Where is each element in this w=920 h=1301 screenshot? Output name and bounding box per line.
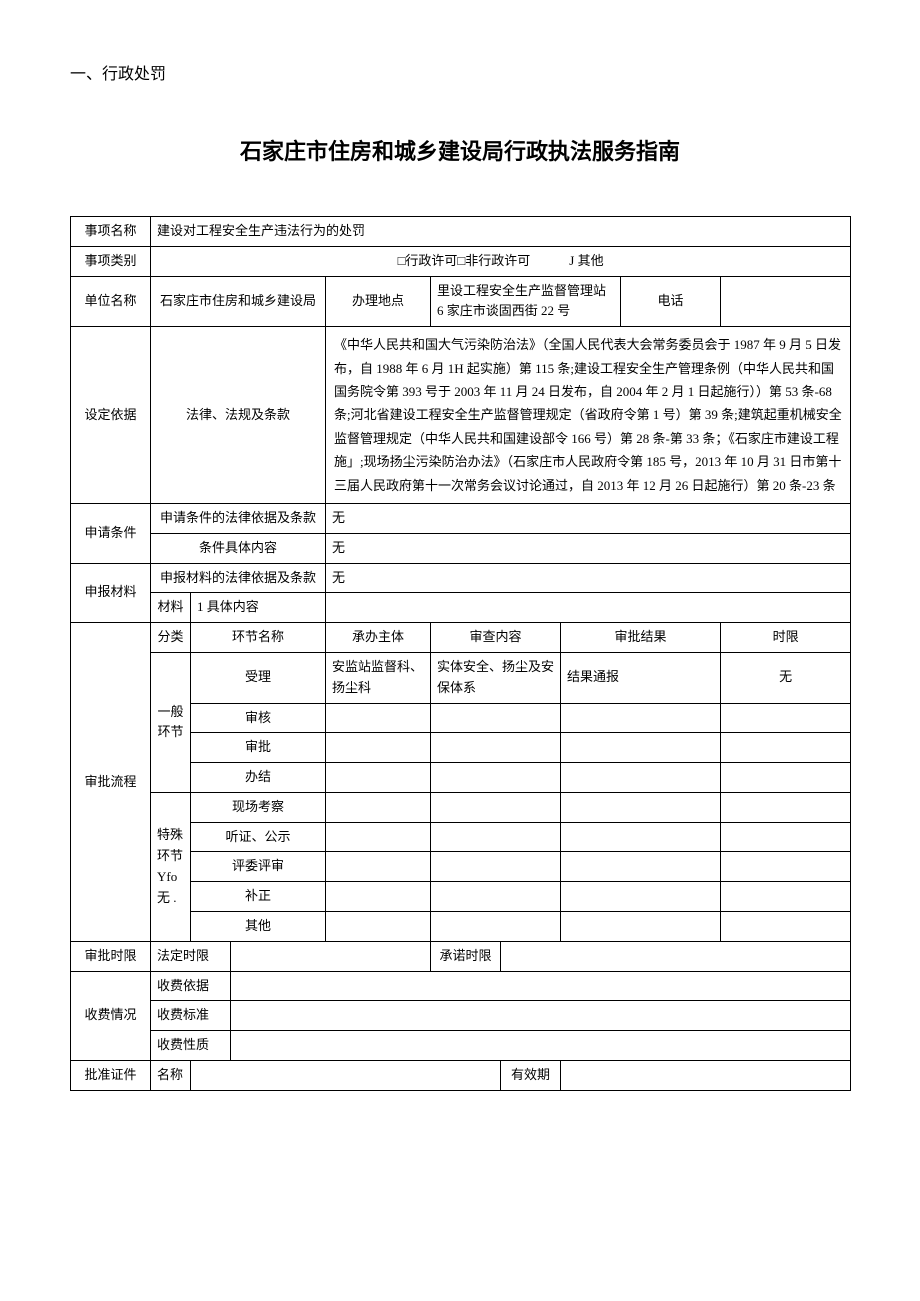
apply-mat-label: 申报材料 bbox=[71, 563, 151, 623]
phone-label: 电话 bbox=[621, 276, 721, 327]
table-cell bbox=[326, 703, 431, 733]
flow-label: 审批流程 bbox=[71, 623, 151, 942]
flow-r6-name: 听证、公示 bbox=[191, 822, 326, 852]
fee-sub2: 收费标准 bbox=[151, 1001, 231, 1031]
section-header: 一、行政处罚 bbox=[70, 60, 850, 84]
table-cell bbox=[326, 882, 431, 912]
table-cell bbox=[431, 912, 561, 942]
approval-time-label: 审批时限 bbox=[71, 941, 151, 971]
apply-mat-sub2b: 1 具体内容 bbox=[191, 593, 326, 623]
apply-mat-sub1: 申报材料的法律依据及条款 bbox=[151, 563, 326, 593]
flow-h2: 环节名称 bbox=[191, 623, 326, 653]
phone-value bbox=[721, 276, 851, 327]
table-cell bbox=[326, 912, 431, 942]
table-cell bbox=[721, 763, 851, 793]
table-cell bbox=[431, 822, 561, 852]
cert-sub1: 名称 bbox=[151, 1061, 191, 1091]
table-cell bbox=[561, 882, 721, 912]
fee-label: 收费情况 bbox=[71, 971, 151, 1060]
apply-cond-val2: 无 bbox=[326, 533, 851, 563]
item-type-label: 事项类别 bbox=[71, 246, 151, 276]
flow-r7-name: 评委评审 bbox=[191, 852, 326, 882]
table-cell bbox=[431, 703, 561, 733]
flow-r1-name: 受理 bbox=[191, 652, 326, 703]
table-cell bbox=[561, 912, 721, 942]
table-cell bbox=[721, 822, 851, 852]
flow-r1-result: 结果通报 bbox=[561, 652, 721, 703]
handle-place-label: 办理地点 bbox=[326, 276, 431, 327]
main-table: 事项名称 建设对工程安全生产违法行为的处罚 事项类别 □行政许可□非行政许可 J… bbox=[70, 216, 851, 1091]
table-cell bbox=[721, 852, 851, 882]
table-cell bbox=[231, 971, 851, 1001]
flow-cat2: 特殊环节 Yfo 无 . bbox=[151, 792, 191, 941]
apply-cond-label: 申请条件 bbox=[71, 503, 151, 563]
flow-r8-name: 补正 bbox=[191, 882, 326, 912]
table-cell bbox=[231, 1031, 851, 1061]
table-cell bbox=[561, 763, 721, 793]
table-cell bbox=[721, 912, 851, 942]
table-cell bbox=[721, 792, 851, 822]
flow-r4-name: 办结 bbox=[191, 763, 326, 793]
flow-r1-body: 安监站监督科、扬尘科 bbox=[326, 652, 431, 703]
table-cell bbox=[326, 852, 431, 882]
fee-sub1: 收费依据 bbox=[151, 971, 231, 1001]
approval-time-sub1: 法定时限 bbox=[151, 941, 231, 971]
table-cell bbox=[231, 941, 431, 971]
handle-place-value: 里设工程安全生产监督管理站 6 家庄市谈固西街 22 号 bbox=[431, 276, 621, 327]
table-cell bbox=[561, 852, 721, 882]
unit-name-label: 单位名称 bbox=[71, 276, 151, 327]
flow-h6: 时限 bbox=[721, 623, 851, 653]
table-cell bbox=[561, 822, 721, 852]
table-cell bbox=[431, 792, 561, 822]
apply-mat-val2 bbox=[326, 593, 851, 623]
table-cell bbox=[431, 763, 561, 793]
item-type-value: □行政许可□非行政许可 J 其他 bbox=[151, 246, 851, 276]
flow-r1-limit: 无 bbox=[721, 652, 851, 703]
basis-sub: 法律、法规及条款 bbox=[151, 327, 326, 504]
table-cell bbox=[431, 733, 561, 763]
table-cell bbox=[326, 792, 431, 822]
flow-h5: 审批结果 bbox=[561, 623, 721, 653]
table-cell bbox=[561, 792, 721, 822]
table-cell bbox=[326, 822, 431, 852]
flow-r5-name: 现场考察 bbox=[191, 792, 326, 822]
basis-text: 《中华人民共和国大气污染防治法》（全国人民代表大会常务委员会于 1987 年 9… bbox=[326, 327, 851, 504]
cert-label: 批准证件 bbox=[71, 1061, 151, 1091]
approval-time-sub2: 承诺时限 bbox=[431, 941, 501, 971]
table-cell bbox=[721, 733, 851, 763]
apply-mat-sub2a: 材料 bbox=[151, 593, 191, 623]
flow-r2-name: 审核 bbox=[191, 703, 326, 733]
flow-r9-name: 其他 bbox=[191, 912, 326, 942]
unit-name-value: 石家庄市住房和城乡建设局 bbox=[151, 276, 326, 327]
table-cell bbox=[431, 852, 561, 882]
apply-cond-sub2: 条件具体内容 bbox=[151, 533, 326, 563]
cert-sub2: 有效期 bbox=[501, 1061, 561, 1091]
table-cell bbox=[501, 941, 851, 971]
table-cell bbox=[721, 703, 851, 733]
table-cell bbox=[431, 882, 561, 912]
flow-h4: 审查内容 bbox=[431, 623, 561, 653]
flow-h1: 分类 bbox=[151, 623, 191, 653]
table-cell bbox=[561, 1061, 851, 1091]
item-name-value: 建设对工程安全生产违法行为的处罚 bbox=[151, 217, 851, 247]
flow-cat1: 一般环节 bbox=[151, 652, 191, 792]
table-cell bbox=[561, 733, 721, 763]
flow-r3-name: 审批 bbox=[191, 733, 326, 763]
fee-sub3: 收费性质 bbox=[151, 1031, 231, 1061]
basis-label: 设定依据 bbox=[71, 327, 151, 504]
table-cell bbox=[191, 1061, 501, 1091]
table-cell bbox=[561, 703, 721, 733]
flow-r1-content: 实体安全、扬尘及安保体系 bbox=[431, 652, 561, 703]
table-cell bbox=[326, 763, 431, 793]
apply-cond-val1: 无 bbox=[326, 503, 851, 533]
apply-mat-val1: 无 bbox=[326, 563, 851, 593]
table-cell bbox=[231, 1001, 851, 1031]
page-title: 石家庄市住房和城乡建设局行政执法服务指南 bbox=[70, 134, 850, 166]
table-cell bbox=[326, 733, 431, 763]
item-name-label: 事项名称 bbox=[71, 217, 151, 247]
flow-h3: 承办主体 bbox=[326, 623, 431, 653]
apply-cond-sub1: 申请条件的法律依据及条款 bbox=[151, 503, 326, 533]
table-cell bbox=[721, 882, 851, 912]
